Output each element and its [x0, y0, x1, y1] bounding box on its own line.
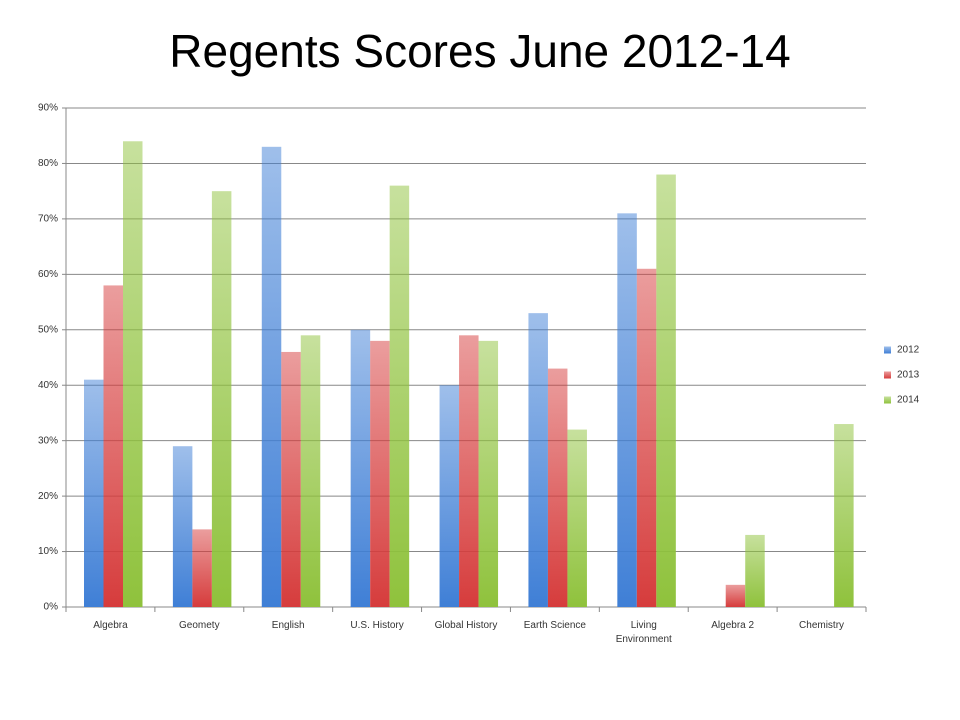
x-tick-label: Algebra 2 [711, 620, 755, 631]
bar [528, 313, 548, 607]
x-tick-label: Living Environment [615, 620, 672, 645]
bar [370, 340, 390, 607]
y-tick-label: 60% [38, 269, 58, 280]
legend-label: 2014 [897, 395, 920, 406]
bar [103, 285, 123, 607]
bar [172, 446, 193, 607]
y-tick-label: 10% [38, 546, 58, 557]
bar [656, 174, 676, 608]
bar [300, 335, 321, 607]
y-tick-label: 70% [38, 214, 58, 225]
y-tick-label: 0% [44, 602, 59, 613]
chart-title: Regents Scores June 2012-14 [169, 25, 790, 77]
bar [211, 191, 232, 607]
x-tick-label: Earth Science [523, 620, 586, 631]
bar [281, 351, 301, 607]
bar [725, 584, 746, 607]
bar [478, 340, 499, 607]
legend-label: 2013 [897, 370, 920, 381]
bar [547, 368, 568, 607]
bar [123, 141, 143, 607]
y-tick-label: 30% [38, 435, 58, 446]
legend-swatch [884, 396, 891, 404]
x-tick-label: English [271, 620, 305, 631]
y-tick-label: 80% [38, 158, 58, 169]
bar [567, 429, 587, 607]
bar [834, 424, 854, 607]
bar [192, 529, 212, 607]
x-tick-label: U.S. History [350, 620, 404, 631]
bar [389, 185, 410, 607]
bar [636, 268, 657, 607]
bar [350, 329, 371, 607]
bar [439, 385, 460, 607]
legend-label: 2012 [897, 345, 920, 356]
x-tick-label: Global History [434, 620, 498, 631]
y-tick-label: 50% [38, 324, 58, 335]
x-tick-label: Algebra [93, 620, 128, 631]
y-tick-label: 20% [38, 491, 58, 502]
bar [261, 146, 282, 608]
y-tick-label: 90% [38, 103, 58, 114]
bar [459, 335, 479, 607]
legend-swatch [884, 346, 891, 354]
bar [745, 534, 765, 607]
bar [617, 213, 637, 607]
y-tick-label: 40% [38, 380, 58, 391]
bar [84, 379, 104, 607]
x-tick-label: Geomety [179, 620, 220, 631]
legend-swatch [884, 371, 891, 379]
x-tick-label: Chemistry [799, 620, 845, 631]
